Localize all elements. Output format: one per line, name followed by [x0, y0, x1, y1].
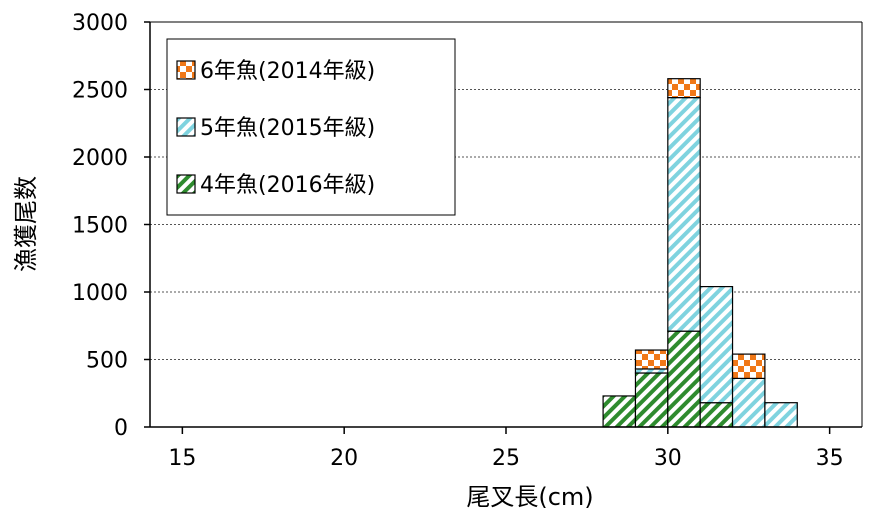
y-tick-label-1000: 1000	[72, 281, 128, 306]
x-tick-label-30: 30	[654, 446, 682, 471]
bar-28-series-0	[602, 395, 637, 428]
bar-29-series-1	[634, 368, 669, 374]
x-tick-label-35: 35	[816, 446, 844, 471]
bar-33-series-1	[764, 402, 798, 428]
legend-swatch-1	[176, 117, 196, 137]
legend-label-2: 6年魚(2014年級)	[200, 59, 375, 84]
legend: 6年魚(2014年級) 5年魚(2015年級) 4年魚(2016年級)	[166, 38, 456, 216]
y-tick-label-2000: 2000	[72, 146, 128, 171]
legend-label-1: 5年魚(2015年級)	[200, 116, 375, 141]
y-tick-label-500: 500	[86, 349, 128, 374]
y-tick-label-0: 0	[114, 416, 128, 441]
y-tick-label-2500: 2500	[72, 79, 128, 104]
bar-29-series-0	[634, 372, 669, 428]
legend-box	[166, 38, 456, 216]
x-tick-label-25: 25	[492, 446, 520, 471]
legend-swatch-2	[176, 60, 196, 80]
bars	[602, 78, 798, 428]
bar-30-series-0	[667, 330, 701, 428]
x-axis-title: 尾叉長(cm)	[466, 483, 593, 511]
y-tick-label-3000: 3000	[72, 11, 128, 36]
bar-31-series-0	[699, 402, 734, 428]
bar-31-series-1	[699, 286, 734, 404]
bar-30-series-2	[667, 78, 701, 99]
x-tick-label-15: 15	[168, 446, 196, 471]
bar-30-series-1	[667, 96, 701, 332]
bar-32-series-2	[731, 353, 766, 380]
x-tick-label-20: 20	[330, 446, 358, 471]
bar-32-series-1	[731, 377, 766, 428]
bar-29-series-2	[634, 349, 669, 370]
legend-label-0: 4年魚(2016年級)	[200, 173, 375, 198]
y-axis-title: 漁獲尾数	[12, 176, 40, 272]
y-tick-label-1500: 1500	[72, 214, 128, 239]
legend-swatch-0	[176, 174, 196, 194]
y-tick-labels: 0 500 1000 1500 2000 2500 3000	[72, 11, 150, 441]
x-tick-labels: 15 20 25 30 35	[168, 427, 844, 471]
